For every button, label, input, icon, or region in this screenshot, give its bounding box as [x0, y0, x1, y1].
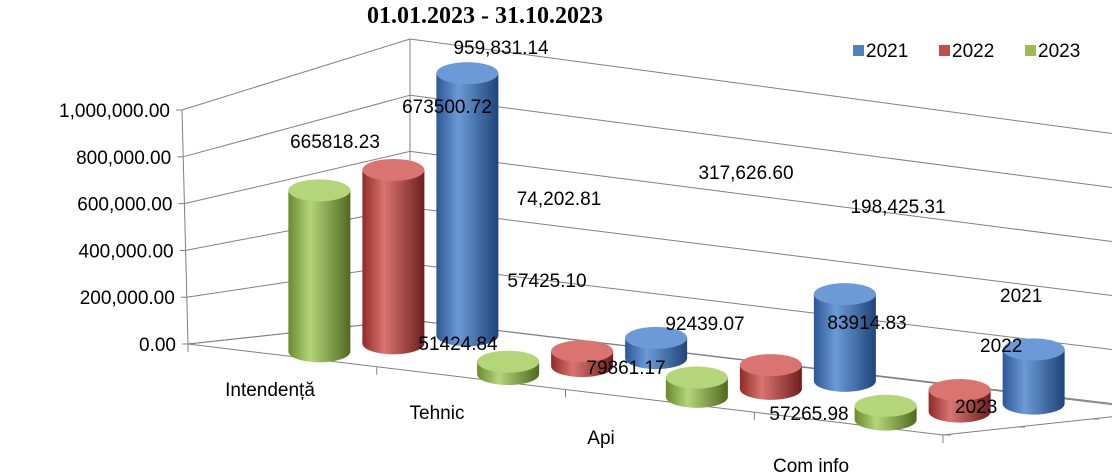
legend-item-2023: 2023: [1025, 41, 1080, 62]
bar-2021-2: [813, 283, 876, 392]
data-label: 83914.83: [827, 313, 906, 334]
data-label: 317,626.60: [698, 163, 793, 184]
bar-2023-1: [477, 350, 540, 386]
bar-2021-1: [625, 326, 688, 370]
category-label: Tehnic: [410, 403, 465, 424]
category-label: Com info: [773, 456, 849, 475]
data-label: 51424.84: [418, 334, 498, 355]
category-label: Intendență: [225, 380, 315, 401]
depth-label: 2023: [955, 397, 997, 418]
category-label: Api: [587, 428, 614, 449]
data-label: 79861.17: [586, 358, 665, 379]
data-label: 57425.10: [507, 271, 586, 292]
data-label: 673500.72: [402, 97, 492, 118]
bar-2022-1: [551, 340, 614, 378]
bar-2023-2: [665, 366, 728, 408]
y-tick-label: 1,000,000.00: [59, 101, 170, 122]
y-tick-label: 200,000.00: [80, 288, 175, 309]
bar-2022-3: [928, 379, 991, 423]
data-label: 92439.07: [665, 314, 744, 335]
data-label: 74,202.81: [517, 189, 602, 210]
depth-label: 2022: [980, 336, 1022, 357]
y-tick-label: 600,000.00: [77, 195, 172, 216]
legend-swatch: [939, 45, 950, 56]
bar-2021-3: [1002, 338, 1065, 415]
chart-bars: [288, 62, 1065, 431]
bar-2022-2: [739, 354, 802, 400]
legend-label: 2023: [1038, 41, 1080, 62]
legend-item-2021: 2021: [853, 41, 908, 62]
depth-label: 2021: [1000, 286, 1042, 307]
data-label: 665818.23: [290, 132, 380, 153]
y-tick-label: 400,000.00: [79, 241, 174, 262]
bar-2023-3: [854, 394, 917, 431]
bar-2023-0: [288, 179, 351, 363]
legend-swatch: [853, 45, 864, 56]
chart-labels: 0.00 200,000.00 400,000.00 600,000.00 800,00…: [59, 38, 1042, 475]
legend-label: 2022: [952, 41, 994, 62]
data-label: 57265.98: [769, 404, 848, 425]
bar-2022-0: [362, 158, 425, 355]
chart-grid: [176, 38, 1112, 443]
legend-swatch: [1025, 45, 1036, 56]
y-tick-label: 800,000.00: [76, 148, 171, 169]
legend-item-2022: 2022: [939, 41, 994, 62]
bar-2021-0: [436, 62, 499, 347]
y-tick-label: 0.00: [139, 335, 176, 356]
legend-label: 2021: [866, 41, 908, 62]
data-label: 959,831.14: [453, 38, 549, 59]
chart-title: 01.01.2023 - 31.10.2023: [367, 3, 603, 29]
chart-legend: 2021 2022 2023: [853, 41, 1080, 62]
data-label: 198,425.31: [850, 197, 945, 218]
